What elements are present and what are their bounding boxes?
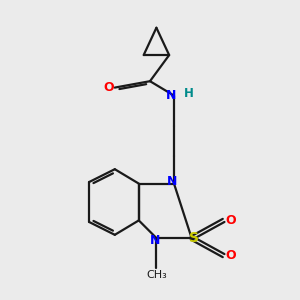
Text: S: S [189,231,199,245]
Text: O: O [225,214,236,227]
Text: H: H [184,88,193,100]
Text: N: N [150,234,160,247]
Text: O: O [225,249,236,262]
Text: N: N [167,175,178,188]
Text: N: N [166,89,177,102]
Text: O: O [104,81,114,94]
Text: CH₃: CH₃ [146,271,167,281]
